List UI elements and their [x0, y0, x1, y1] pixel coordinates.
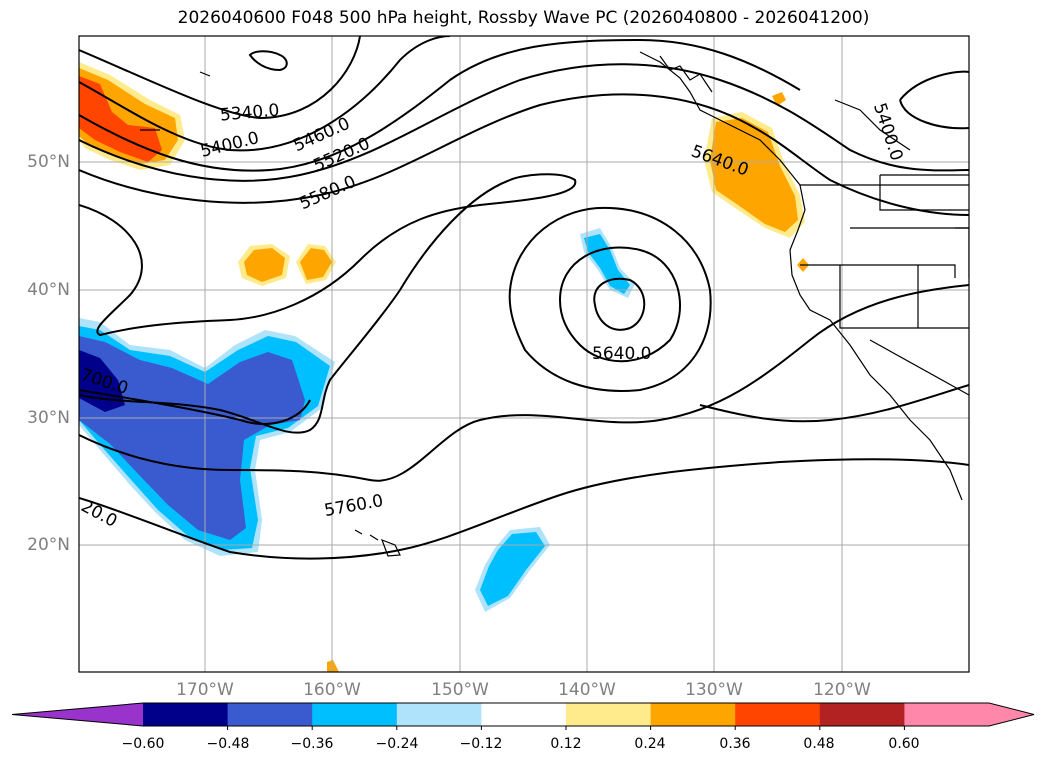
colorbar-tick: −0.36: [290, 736, 334, 752]
colorbar-tick: 0.12: [550, 736, 582, 752]
colorbar-swatch: [396, 703, 482, 726]
positive-anomaly-nw: [79, 62, 185, 170]
colorbar-swatch: [227, 703, 313, 726]
colorbar-swatch: [481, 703, 567, 726]
height-contours: [79, 36, 969, 560]
colorbar-swatch: [312, 703, 398, 726]
colorbar-tick: 0.36: [719, 736, 751, 752]
colorbar-outline: [11, 702, 1035, 727]
lon-label-140w: 140°W: [558, 680, 616, 700]
positive-anomaly-central: [238, 244, 336, 286]
colorbar-tick: 0.48: [803, 736, 835, 752]
colorbar-swatch: [819, 703, 905, 726]
graticule: [79, 36, 969, 672]
lon-label-160w: 160°W: [303, 680, 361, 700]
colorbar-extend-low: [12, 703, 143, 726]
colorbar-swatch: [650, 703, 736, 726]
map-title: 2026040600 F048 500 hPa height, Rossby W…: [177, 8, 870, 28]
map-frame: [78, 35, 970, 673]
colorbar: [11, 702, 1035, 730]
lat-label-20n: 20°N: [27, 535, 70, 555]
lon-label-150w: 150°W: [431, 680, 489, 700]
colorbar-swatch: [904, 703, 990, 726]
colorbar-swatch: [143, 703, 229, 726]
colorbar-tick: 0.24: [634, 736, 666, 752]
colorbar-tick: −0.60: [121, 736, 165, 752]
lon-label-120w: 120°W: [813, 680, 871, 700]
lat-label-40n: 40°N: [27, 280, 70, 300]
colorbar-tick: −0.24: [375, 736, 419, 752]
lon-label-130w: 130°W: [685, 680, 743, 700]
coastlines: [140, 51, 969, 557]
colorbar-tick: 0.60: [888, 736, 920, 752]
colorbar-tick: −0.48: [206, 736, 250, 752]
colorbar-swatch: [566, 703, 652, 726]
lat-label-30n: 30°N: [27, 408, 70, 428]
lat-label-50n: 50°N: [27, 152, 70, 172]
lon-label-170w: 170°W: [176, 680, 234, 700]
colorbar-extend-high: [989, 703, 1034, 726]
colorbar-swatch: [735, 703, 821, 726]
colorbar-tick: −0.12: [459, 736, 503, 752]
contour-label: 5640.0: [592, 344, 652, 364]
positive-anomaly-ne: [704, 92, 809, 272]
